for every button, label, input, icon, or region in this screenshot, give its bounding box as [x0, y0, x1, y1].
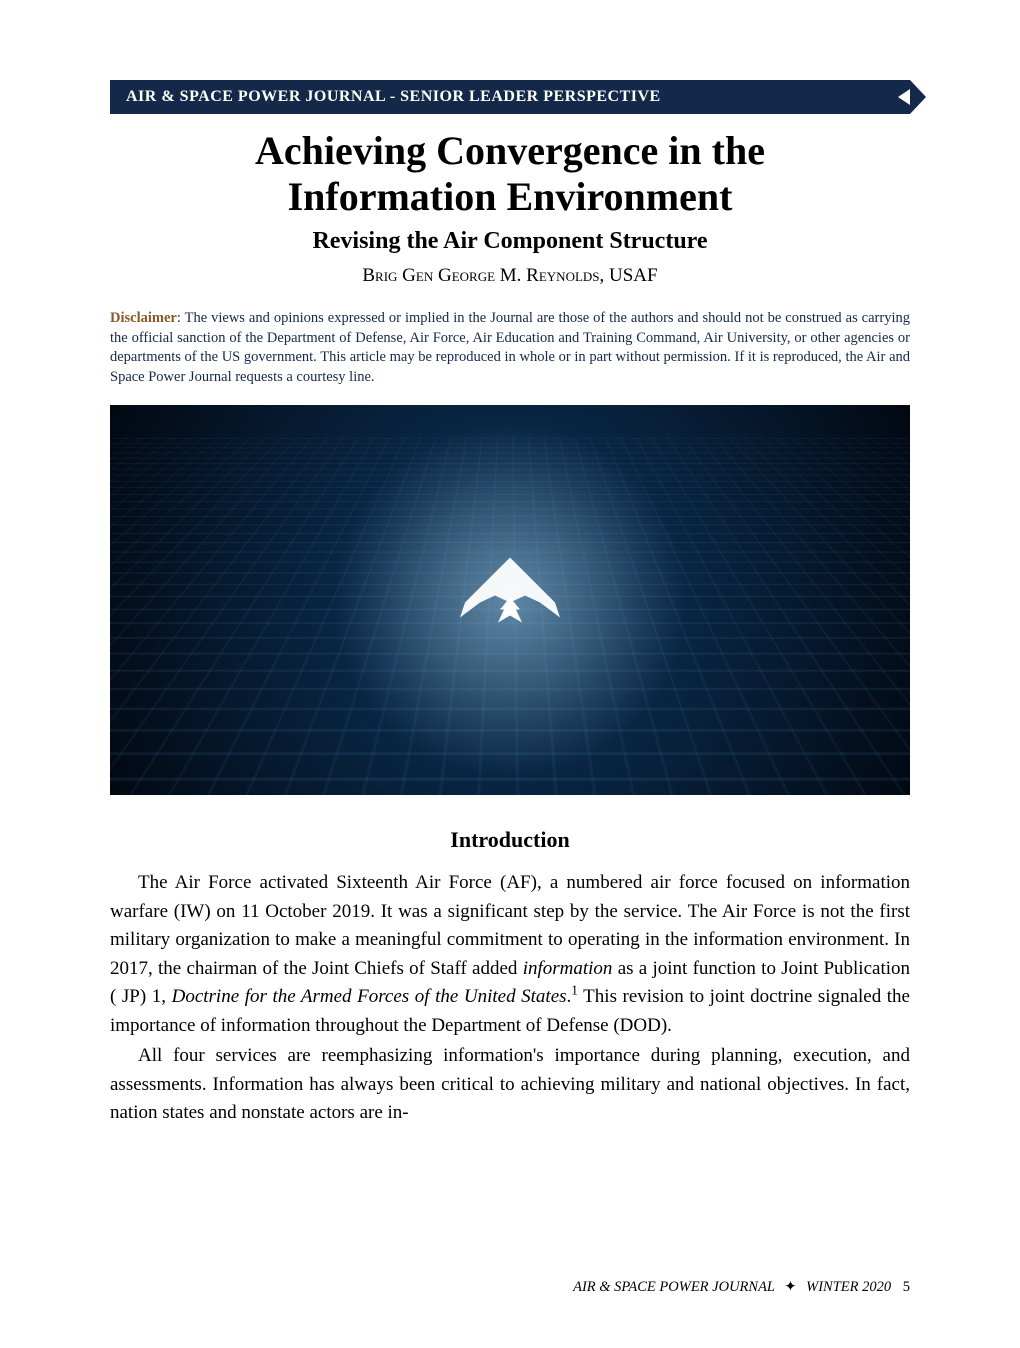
text-segment: 1 — [571, 983, 578, 998]
disclaimer-text: : The views and opinions expressed or im… — [110, 310, 910, 385]
body-text: The Air Force activated Sixteenth Air Fo… — [110, 869, 910, 1128]
page-footer: AIR & SPACE POWER JOURNAL ✦ WINTER 2020 … — [573, 1279, 910, 1296]
section-heading-introduction: Introduction — [110, 827, 910, 853]
disclaimer-block: Disclaimer: The views and opinions expre… — [110, 309, 910, 387]
text-segment: All four services are reemphasizing info… — [110, 1045, 910, 1123]
title-line-2: Information Environment — [288, 174, 733, 219]
section-banner: AIR & SPACE POWER JOURNAL - SENIOR LEADE… — [110, 80, 910, 114]
title-line-1: Achieving Convergence in the — [255, 128, 765, 173]
text-segment: Doctrine for the Armed Forces of the Uni… — [172, 986, 567, 1007]
footer-page-number: 5 — [903, 1279, 910, 1295]
disclaimer-label: Disclaimer — [110, 310, 177, 326]
footer-issue: WINTER 2020 — [806, 1279, 891, 1295]
banner-text: AIR & SPACE POWER JOURNAL - SENIOR LEADE… — [126, 88, 661, 105]
banner-notch-decoration — [898, 89, 910, 105]
air-force-logo-icon — [450, 548, 570, 653]
article-subtitle: Revising the Air Component Structure — [110, 228, 910, 255]
text-segment: information — [523, 958, 613, 979]
body-paragraph: The Air Force activated Sixteenth Air Fo… — [110, 869, 910, 1040]
hero-image — [110, 405, 910, 795]
article-title: Achieving Convergence in the Information… — [110, 128, 910, 220]
body-paragraph: All four services are reemphasizing info… — [110, 1042, 910, 1128]
footer-diamond-icon: ✦ — [784, 1279, 796, 1296]
footer-journal: AIR & SPACE POWER JOURNAL — [573, 1279, 775, 1295]
article-author: Brig Gen George M. Reynolds, USAF — [110, 265, 910, 287]
